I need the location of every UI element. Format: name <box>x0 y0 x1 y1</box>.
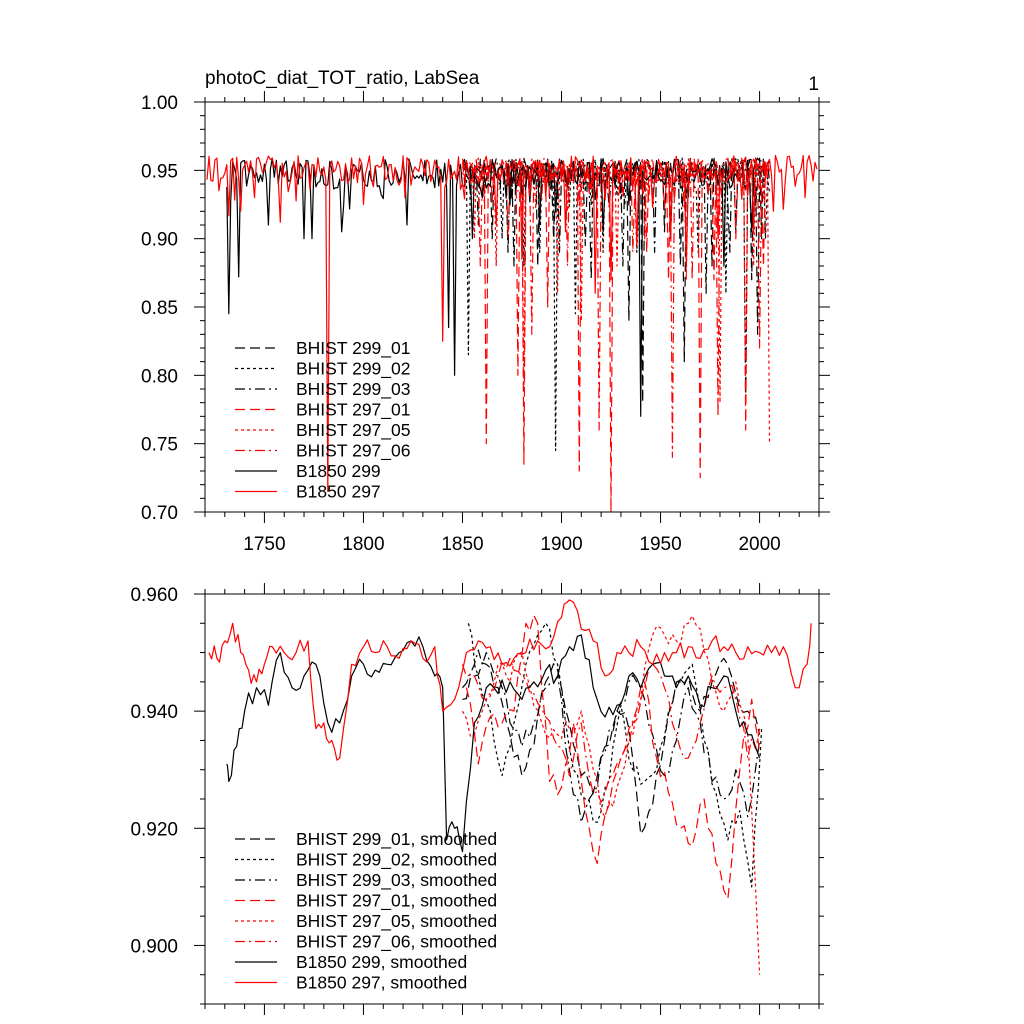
top-x-tick-labels: 1750 1800 1850 1900 1950 2000 <box>243 534 780 555</box>
legend-label-bhist-299-03: BHIST 299_03 <box>296 379 410 400</box>
chart-title: photoC_diat_TOT_ratio, LabSea <box>205 68 480 89</box>
legend-label-b1850-297-smoothed: B1850 297, smoothed <box>296 973 467 993</box>
legend-label-bhist-297-05-smoothed: BHIST 297_05, smoothed <box>296 911 497 932</box>
x-tick-label: 1750 <box>243 534 285 555</box>
y-tick-label: 0.80 <box>141 366 178 387</box>
bottom-panel: 0.900 0.920 0.940 0.960 BHIST 299_01, smoot… <box>130 583 830 1015</box>
panel-number-label: 1 <box>808 74 819 95</box>
series-line-bhist-299-03-smoothed <box>462 649 761 824</box>
legend-label-bhist-297-01-smoothed: BHIST 297_01, smoothed <box>296 891 497 912</box>
series-line-bhist-297-01-smoothed <box>465 614 761 900</box>
y-tick-label: 0.70 <box>141 503 178 524</box>
x-tick-label: 1950 <box>639 534 681 555</box>
series-line-bhist-297-05-smoothed <box>461 615 761 975</box>
legend-label-bhist-297-05: BHIST 297_05 <box>296 420 410 441</box>
top-y-tick-labels: 0.70 0.75 0.80 0.85 0.90 0.95 1.00 <box>141 93 178 524</box>
legend-label-b1850-299-smoothed: B1850 299, smoothed <box>296 952 467 972</box>
y-tick-label: 0.90 <box>141 230 178 251</box>
series-line-bhist-299-02-smoothed <box>467 622 763 888</box>
bottom-series-lines <box>208 599 812 975</box>
top-panel: photoC_diat_TOT_ratio, LabSea 1 0.70 0.75… <box>141 68 830 555</box>
legend-label-bhist-299-01-smoothed: BHIST 299_01, smoothed <box>296 829 497 850</box>
legend-label-bhist-297-01: BHIST 297_01 <box>296 400 410 421</box>
series-line-bhist-297-05 <box>461 157 771 444</box>
legend-label-b1850-297: B1850 297 <box>296 482 381 502</box>
top-plot-frame <box>204 101 820 513</box>
legend-label-b1850-299: B1850 299 <box>296 461 381 481</box>
y-tick-label: 0.900 <box>130 936 178 957</box>
top-axis-ticks <box>194 91 830 523</box>
x-tick-label: 1800 <box>342 534 384 555</box>
y-tick-label: 1.00 <box>141 93 178 114</box>
x-tick-label: 1850 <box>441 534 483 555</box>
x-tick-label: 1900 <box>540 534 582 555</box>
series-line-bhist-299-01-smoothed <box>462 657 761 835</box>
series-line-b1850-299-smoothed <box>226 634 761 853</box>
y-tick-label: 0.960 <box>130 585 178 606</box>
legend-label-bhist-297-06-smoothed: BHIST 297_06, smoothed <box>296 932 497 953</box>
legend-label-bhist-299-01: BHIST 299_01 <box>296 338 410 359</box>
legend-label-bhist-299-02-smoothed: BHIST 299_02, smoothed <box>296 850 497 871</box>
bottom-axis-ticks <box>194 583 830 1015</box>
bottom-y-tick-labels: 0.900 0.920 0.940 0.960 <box>130 585 178 957</box>
series-line-b1850-297-smoothed <box>208 599 812 761</box>
y-tick-label: 0.75 <box>141 435 178 456</box>
series-line-bhist-297-06 <box>461 157 770 458</box>
series-line-b1850-297 <box>206 154 818 493</box>
y-tick-label: 0.920 <box>130 819 178 840</box>
series-line-bhist-297-06-smoothed <box>461 657 761 803</box>
legend-label-bhist-299-03-smoothed: BHIST 299_03, smoothed <box>296 870 497 891</box>
y-tick-label: 0.95 <box>141 161 178 182</box>
y-tick-label: 0.85 <box>141 298 178 319</box>
legend-label-bhist-299-02: BHIST 299_02 <box>296 359 410 380</box>
legend-label-bhist-297-06: BHIST 297_06 <box>296 441 410 462</box>
y-tick-label: 0.940 <box>130 702 178 723</box>
bottom-plot-frame <box>204 593 820 1005</box>
top-series-lines <box>206 154 818 512</box>
x-tick-label: 2000 <box>738 534 780 555</box>
